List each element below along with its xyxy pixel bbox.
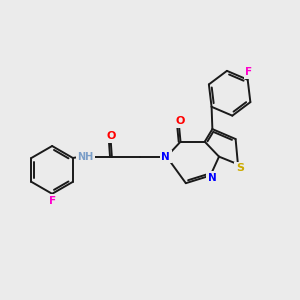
Text: O: O: [107, 131, 116, 141]
Text: N: N: [208, 172, 216, 182]
Text: S: S: [236, 163, 244, 173]
Text: N: N: [161, 152, 170, 162]
Text: F: F: [245, 68, 253, 77]
Text: NH: NH: [77, 152, 93, 162]
Text: F: F: [49, 196, 56, 206]
Text: O: O: [176, 116, 185, 126]
